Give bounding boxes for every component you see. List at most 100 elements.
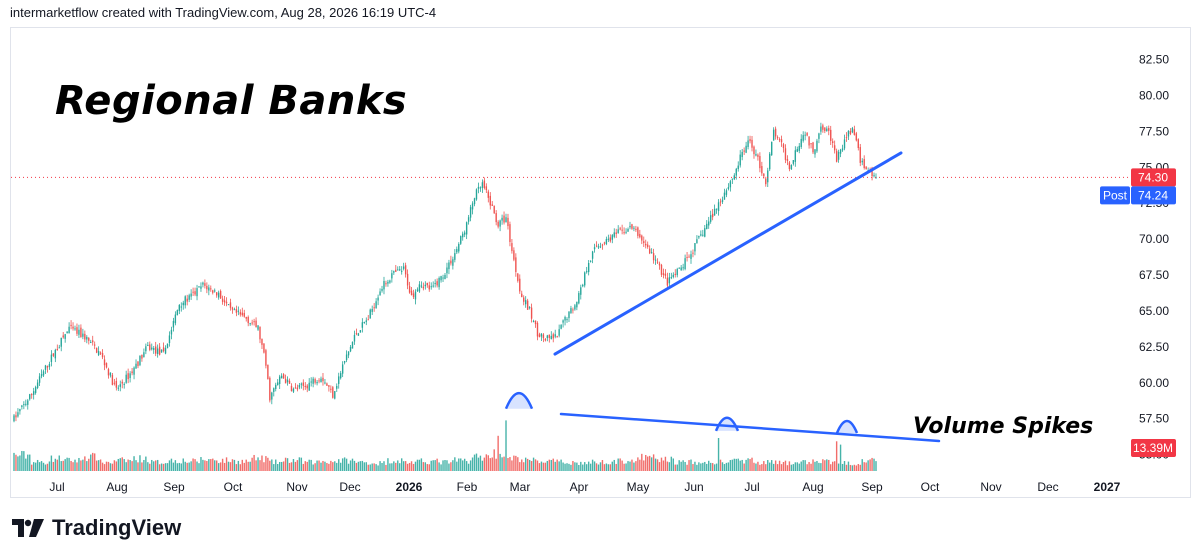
candle [288, 380, 291, 384]
volume-bar [129, 460, 131, 471]
post-price-badge-bg [1131, 186, 1176, 205]
volume-bar [72, 462, 74, 471]
candle [808, 136, 810, 146]
candle [639, 233, 641, 238]
volume-bar [786, 465, 789, 471]
candle [76, 327, 78, 334]
candle [595, 245, 598, 247]
candle [377, 297, 379, 301]
candle [515, 257, 517, 272]
candle [217, 292, 220, 298]
candle [184, 296, 186, 306]
candle [214, 290, 216, 292]
candle [475, 189, 478, 200]
volume-bar [753, 462, 755, 471]
candle [58, 347, 60, 349]
volume-bar [709, 462, 712, 471]
candle [255, 320, 257, 328]
volume-bar [442, 460, 444, 471]
volume-bar [721, 462, 724, 471]
candle [375, 301, 377, 309]
candle [727, 187, 730, 190]
candle [509, 224, 511, 242]
volume-bar [479, 455, 482, 471]
volume-bar [784, 460, 787, 471]
volume-bar [269, 460, 271, 471]
candlestick-chart[interactable]: 82.5080.0077.5075.0072.5070.0067.5065.00… [11, 28, 1192, 499]
volume-bar [745, 459, 747, 471]
volume-bar [832, 461, 834, 471]
volume-bar [861, 459, 863, 471]
volume-bar [42, 462, 45, 471]
candle [243, 312, 245, 317]
volume-bar [737, 458, 739, 471]
volume-bar [666, 461, 669, 471]
volume-bar [536, 460, 539, 471]
volume-bar [743, 463, 745, 471]
candle [700, 234, 702, 236]
candle [253, 321, 255, 323]
volume-bar [849, 464, 852, 471]
volume-bar [601, 460, 604, 471]
volume-bar [318, 460, 320, 471]
candle [782, 144, 785, 149]
volume-bar [249, 461, 251, 471]
volume-bar [584, 462, 586, 471]
volume-bar [698, 462, 700, 471]
candle [599, 246, 602, 248]
volume-bar [560, 459, 562, 471]
candle [719, 201, 722, 203]
candle [395, 269, 397, 272]
candle [170, 329, 173, 335]
candle [859, 147, 861, 163]
candle [619, 228, 621, 230]
volume-bar [692, 464, 694, 471]
candle [861, 160, 863, 163]
volume-bar [751, 457, 753, 471]
volume-bar [13, 452, 15, 471]
x-tick-label: Feb [457, 480, 478, 494]
tradingview-brand[interactable]: TradingView [12, 515, 181, 541]
brand-name: TradingView [52, 515, 182, 540]
x-tick-label: Oct [921, 480, 940, 494]
candle [280, 375, 283, 379]
volume-bar [487, 455, 489, 471]
candle [365, 320, 367, 322]
candle [109, 372, 112, 376]
candle [418, 284, 421, 292]
volume-badge-text: 13.39M [1133, 441, 1173, 455]
candle [225, 301, 228, 304]
volume-bar [196, 461, 198, 471]
volume-bar [428, 464, 430, 471]
volume-spike-arc [504, 391, 534, 410]
volume-bar [90, 454, 92, 471]
volume-bar [505, 420, 507, 471]
candle [647, 244, 649, 248]
chart-area[interactable]: 82.5080.0077.5075.0072.5070.0067.5065.00… [10, 27, 1191, 498]
volume-bar [818, 462, 820, 471]
candle [174, 314, 177, 324]
candle [145, 346, 147, 352]
candle [103, 359, 106, 366]
candle [231, 307, 234, 310]
volume-bar [286, 458, 289, 471]
candle [833, 145, 836, 151]
candle [141, 354, 143, 359]
candle [219, 290, 222, 299]
candle [50, 354, 53, 362]
candle [249, 323, 251, 325]
volume-bar [509, 457, 511, 471]
volume-bar [532, 457, 535, 471]
candle [36, 382, 39, 388]
volume-bar [635, 461, 637, 471]
candle [233, 309, 236, 311]
candle [341, 364, 344, 374]
candle [519, 278, 521, 292]
candle [239, 312, 242, 315]
candle [273, 388, 275, 392]
candle [709, 215, 712, 222]
candle [186, 298, 188, 302]
volume-bar [822, 459, 824, 471]
candle [442, 277, 444, 279]
volume-bar [845, 464, 848, 471]
